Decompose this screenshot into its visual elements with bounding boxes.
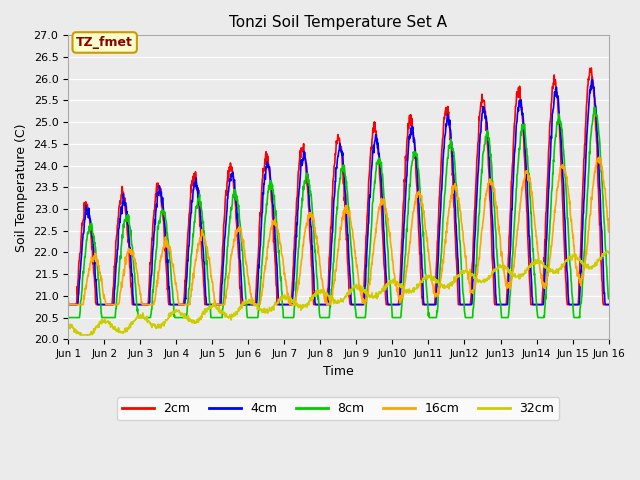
Line: 2cm: 2cm bbox=[68, 68, 609, 305]
16cm bbox=[493, 204, 501, 209]
2cm bbox=[245, 302, 253, 308]
16cm bbox=[172, 282, 179, 288]
32cm bbox=[604, 248, 611, 254]
16cm bbox=[422, 232, 430, 238]
32cm bbox=[172, 309, 179, 315]
4cm bbox=[422, 302, 430, 308]
16cm bbox=[65, 302, 73, 308]
2cm bbox=[541, 258, 548, 264]
32cm bbox=[605, 250, 612, 256]
8cm bbox=[541, 314, 548, 320]
8cm bbox=[591, 104, 598, 110]
8cm bbox=[422, 280, 430, 286]
16cm bbox=[245, 280, 253, 286]
8cm bbox=[245, 315, 253, 321]
Line: 4cm: 4cm bbox=[68, 80, 609, 305]
8cm bbox=[493, 247, 500, 252]
2cm bbox=[588, 65, 595, 71]
4cm bbox=[64, 302, 72, 308]
Line: 16cm: 16cm bbox=[68, 157, 609, 305]
2cm bbox=[493, 302, 500, 308]
32cm bbox=[493, 265, 501, 271]
8cm bbox=[64, 315, 72, 321]
16cm bbox=[541, 281, 548, 287]
32cm bbox=[76, 332, 84, 338]
8cm bbox=[605, 296, 612, 301]
Line: 32cm: 32cm bbox=[68, 251, 609, 335]
16cm bbox=[185, 302, 193, 308]
X-axis label: Time: Time bbox=[323, 365, 354, 378]
2cm bbox=[605, 302, 612, 308]
8cm bbox=[172, 315, 179, 321]
16cm bbox=[605, 229, 612, 235]
Y-axis label: Soil Temperature (C): Soil Temperature (C) bbox=[15, 123, 28, 252]
32cm bbox=[541, 264, 548, 270]
Title: Tonzi Soil Temperature Set A: Tonzi Soil Temperature Set A bbox=[229, 15, 447, 30]
2cm bbox=[422, 302, 430, 308]
4cm bbox=[184, 248, 192, 254]
32cm bbox=[245, 297, 253, 302]
Text: TZ_fmet: TZ_fmet bbox=[76, 36, 133, 49]
2cm bbox=[64, 302, 72, 308]
4cm bbox=[493, 302, 500, 308]
4cm bbox=[589, 77, 596, 83]
32cm bbox=[64, 322, 72, 328]
4cm bbox=[245, 302, 253, 308]
Line: 8cm: 8cm bbox=[68, 107, 609, 318]
2cm bbox=[172, 302, 179, 308]
2cm bbox=[184, 226, 192, 232]
4cm bbox=[541, 280, 548, 286]
32cm bbox=[422, 273, 430, 278]
32cm bbox=[185, 318, 193, 324]
16cm bbox=[596, 155, 604, 160]
8cm bbox=[184, 295, 192, 301]
16cm bbox=[64, 298, 72, 304]
Legend: 2cm, 4cm, 8cm, 16cm, 32cm: 2cm, 4cm, 8cm, 16cm, 32cm bbox=[117, 397, 559, 420]
4cm bbox=[172, 302, 179, 308]
4cm bbox=[605, 302, 612, 308]
